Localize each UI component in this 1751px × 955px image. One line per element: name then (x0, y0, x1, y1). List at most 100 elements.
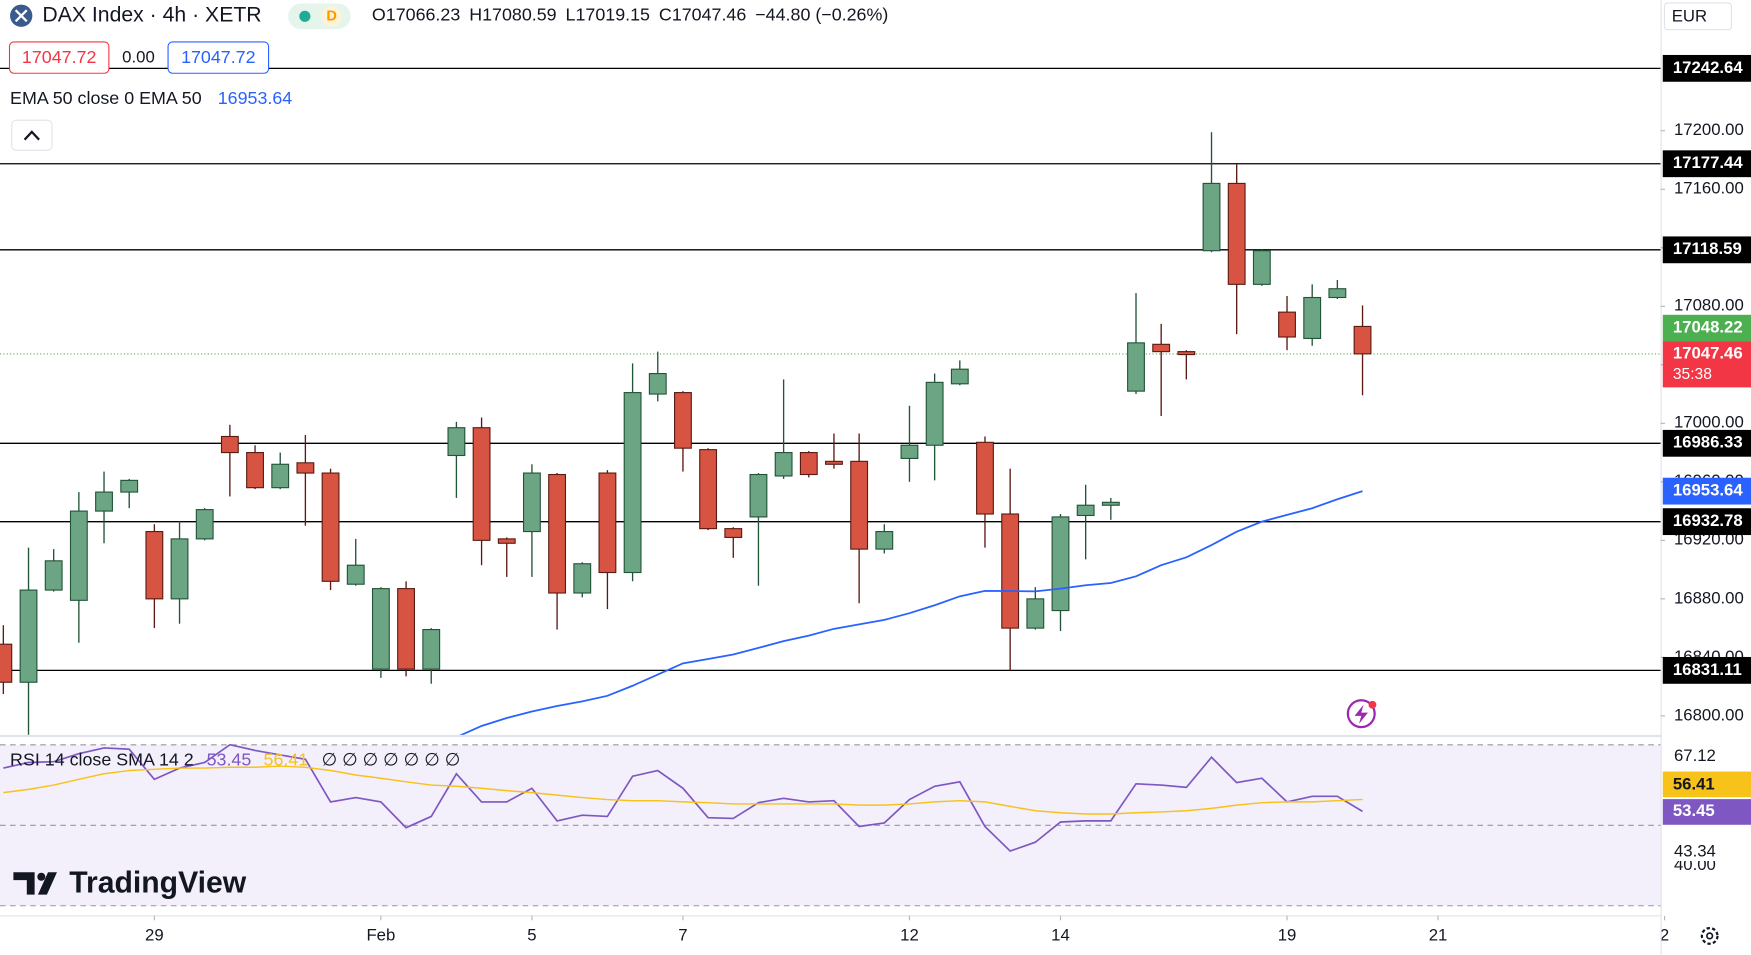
sell-price: 17047.72 (22, 47, 97, 67)
logo-mark (13, 872, 35, 895)
candle-body (246, 452, 264, 489)
logo-dot (37, 872, 46, 881)
candle-body (774, 452, 793, 477)
level-label-box (1662, 656, 1751, 684)
candle-body (749, 473, 768, 518)
candle-body (522, 472, 541, 533)
ohlc-letter: H (469, 4, 482, 24)
level-label-box (1662, 236, 1751, 264)
candle-body (573, 563, 592, 594)
candle-body (674, 392, 692, 449)
alert-bolt (1354, 704, 1368, 724)
candle-body (95, 491, 113, 512)
sma-label-box (1662, 771, 1751, 798)
alt-price-label: 17048.22 (1673, 318, 1743, 337)
candle-body (598, 472, 617, 574)
candle-body (850, 460, 869, 550)
candle-body (1303, 296, 1322, 340)
candle-body (724, 528, 743, 538)
ema-label: 16953.64 (1673, 481, 1744, 500)
candle-body (799, 452, 818, 476)
candle-body (371, 588, 390, 670)
price-axis: 16800.0016840.0016880.0016920.0016960.00… (1660, 54, 1751, 875)
candle-body (0, 643, 13, 683)
sma-legend-value: 56.41 (264, 749, 309, 769)
level-label: 16986.33 (1673, 433, 1743, 452)
buy-button[interactable] (167, 41, 270, 74)
candle-body (69, 510, 88, 601)
level-label: 17118.59 (1673, 239, 1742, 258)
candle-body (447, 427, 466, 457)
candle-body (397, 588, 416, 670)
time-axis: 29 Feb 5 7 12 14 19 21 2 (145, 915, 1669, 944)
buy-price: 17047.72 (181, 47, 256, 67)
y-tick-label: 17080.00 (1674, 296, 1744, 315)
ema-label-box (1662, 477, 1751, 505)
rsi-tick-label: 43.34 (1674, 841, 1716, 860)
ohlc-value: 17080.59 (482, 4, 557, 24)
settings-icon[interactable] (1700, 926, 1719, 945)
settings-center (1706, 932, 1714, 940)
ema-legend-value: 16953.64 (218, 88, 293, 108)
logo-slash (37, 872, 57, 895)
candle-body (170, 538, 189, 600)
y-tick-label: 16800.00 (1674, 705, 1744, 724)
alert-icon[interactable] (1346, 699, 1376, 729)
y-tick-bg (1662, 843, 1751, 861)
candle-body (825, 460, 843, 465)
candle-body (699, 449, 718, 530)
candle-body (925, 381, 944, 446)
level-label-box (1662, 429, 1751, 457)
rsi-placeholders: ∅ ∅ ∅ ∅ ∅ ∅ ∅ (322, 749, 461, 769)
candle-body (1076, 504, 1095, 517)
candle-body (648, 373, 667, 395)
level-label-box (1662, 54, 1751, 82)
x-tick-label: 21 (1429, 925, 1448, 944)
candle-body (346, 564, 365, 585)
candle-body (1278, 311, 1296, 338)
candle-body (1101, 501, 1120, 506)
sell-button[interactable] (8, 41, 110, 74)
collapse-button[interactable] (11, 119, 53, 151)
candle-body (875, 531, 894, 550)
candle-body (220, 435, 239, 454)
sma-line (3, 765, 1363, 815)
logo: TradingView (13, 867, 247, 900)
x-tick-label: 14 (1051, 925, 1070, 944)
y-tick-label: 17200.00 (1674, 120, 1744, 139)
alt-price-label-box (1662, 314, 1751, 342)
x-tick-label: 7 (678, 925, 687, 944)
candle-body (271, 463, 290, 489)
level-label: 16831.11 (1673, 660, 1742, 679)
spread: 0.00 (122, 48, 155, 67)
x-tick-label: 2 (1660, 925, 1669, 944)
y-tick-label: 17000.00 (1674, 413, 1744, 432)
candle-body (296, 462, 315, 474)
rsi-label: 53.45 (1673, 801, 1715, 820)
candle-body (120, 479, 139, 493)
ohlc-change: −44.80 (−0.26%) (755, 4, 888, 24)
rsi-tick-label: 67.12 (1674, 746, 1716, 765)
candle-body (1051, 516, 1070, 612)
badge-circle (321, 6, 342, 27)
candle-body (623, 392, 642, 574)
ohlc-letter: C (659, 4, 672, 24)
symbol-title: DAX Index · 4h · XETR (42, 3, 261, 26)
candle-body (1026, 598, 1045, 629)
x-tick-label: 29 (145, 925, 164, 944)
level-label: 17177.44 (1673, 153, 1744, 172)
candle-body (1127, 342, 1145, 392)
close-label: 17047.46 (1673, 343, 1743, 362)
ohlc-letter: O (372, 4, 386, 24)
rsi-label-box (1662, 799, 1751, 825)
close-label-box (1662, 340, 1751, 388)
y-tick-bg (1662, 747, 1751, 766)
candle-body (472, 427, 491, 541)
currency-button[interactable] (1663, 2, 1733, 31)
x-tick-label: 5 (527, 925, 536, 944)
sma-label: 56.41 (1673, 774, 1715, 793)
candle-body (1202, 182, 1221, 252)
candle-body (195, 509, 214, 540)
